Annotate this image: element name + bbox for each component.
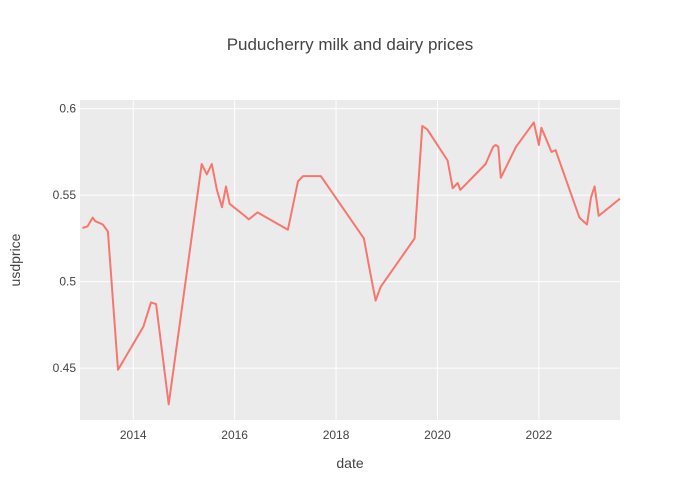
x-tick-label: 2016 (221, 428, 248, 442)
x-tick-label: 2020 (424, 428, 451, 442)
y-tick-label: 0.55 (53, 188, 77, 202)
plot-area (80, 100, 620, 420)
y-tick-label: 0.45 (53, 361, 77, 375)
series-line (82, 121, 621, 406)
series-group (82, 121, 621, 406)
y-axis-ticks: 0.45 0.5 0.55 0.6 (53, 102, 77, 375)
x-tick-label: 2022 (526, 428, 553, 442)
chart-title: Puducherry milk and dairy prices (227, 35, 474, 54)
y-tick-label: 0.6 (59, 102, 76, 116)
x-tick-label: 2014 (120, 428, 147, 442)
x-tick-label: 2018 (323, 428, 350, 442)
gridlines (80, 100, 620, 420)
x-axis-ticks: 2014 2016 2018 2020 2022 (120, 428, 553, 442)
y-axis-title: usdprice (7, 233, 23, 286)
x-axis-title: date (336, 455, 363, 471)
y-tick-label: 0.5 (59, 275, 76, 289)
